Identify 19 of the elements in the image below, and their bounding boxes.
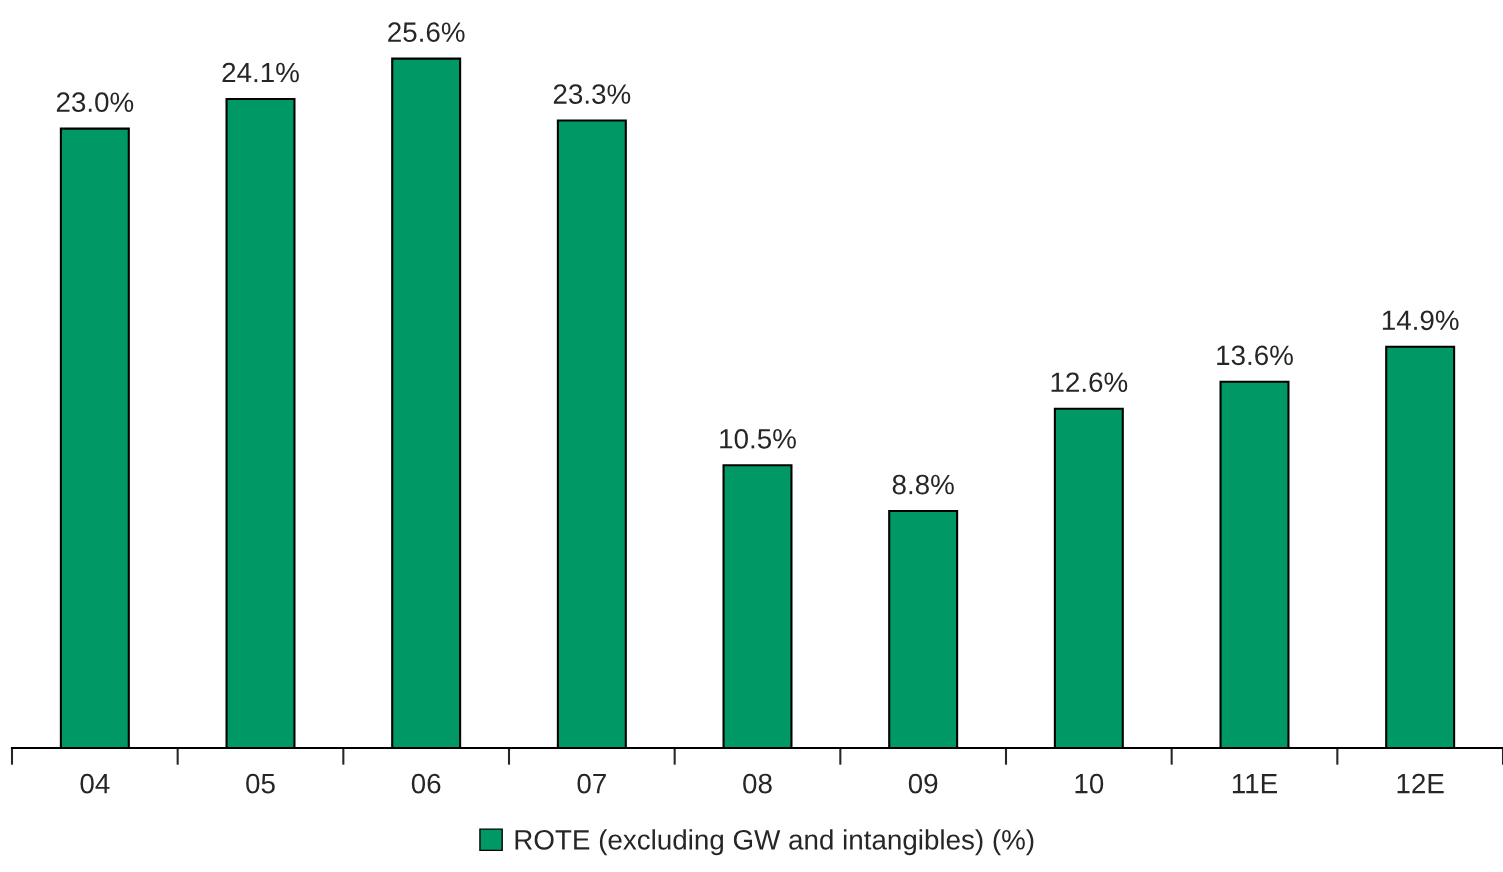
x-tick-label: 12E xyxy=(1397,773,1444,794)
x-tick-label: 10 xyxy=(1075,773,1104,794)
x-tick-label: 09 xyxy=(908,773,938,794)
x-tick-label: 05 xyxy=(246,773,275,794)
data-label: 23.0% xyxy=(56,92,134,113)
data-label: 13.6% xyxy=(1217,345,1293,366)
data-label: 14.9% xyxy=(1382,310,1459,331)
x-tick-label: 06 xyxy=(411,773,441,794)
data-label: 8.8% xyxy=(892,474,954,495)
data-label: 12.6% xyxy=(1051,372,1128,393)
data-label: 25.6% xyxy=(388,22,465,42)
legend-label: ROTE (excluding GW and intangibles) (%) xyxy=(515,829,1034,856)
data-label: 23.3% xyxy=(553,84,631,104)
x-tick-label: 11E xyxy=(1232,774,1277,794)
x-tick-label: 04 xyxy=(80,773,110,794)
data-label: 24.1% xyxy=(222,62,299,83)
x-tick-label: 08 xyxy=(743,773,772,794)
x-tick-label: 07 xyxy=(577,773,606,794)
data-label: 10.5% xyxy=(720,428,796,449)
